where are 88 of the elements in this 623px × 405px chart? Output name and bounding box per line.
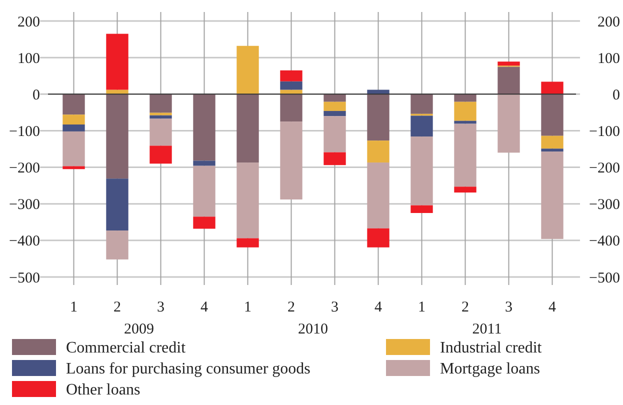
bar (410, 205, 433, 213)
bar (62, 131, 85, 166)
bar (236, 46, 259, 94)
x-tick-label: 2 (462, 299, 469, 316)
bar (106, 230, 128, 260)
y2-tick-label: −400 (589, 234, 620, 250)
bar (106, 34, 128, 90)
bar (324, 94, 346, 102)
x-tick-label: 1 (70, 299, 78, 316)
bar (193, 216, 216, 229)
bar (62, 166, 85, 170)
bar (541, 148, 564, 152)
bar (150, 118, 172, 146)
bar (410, 116, 433, 137)
bar (106, 94, 128, 179)
x-tick-label: 3 (331, 299, 338, 316)
y-tick-label: −200 (9, 160, 40, 177)
bar (541, 136, 564, 149)
bar (280, 81, 302, 90)
bar (454, 186, 476, 193)
x-tick-label: 4 (548, 299, 556, 316)
bar (324, 116, 346, 152)
bar (150, 146, 172, 164)
y2-tick-label: 200 (598, 14, 620, 30)
bar (150, 112, 172, 116)
bar (498, 62, 520, 66)
bar (454, 94, 476, 102)
bar (324, 102, 346, 111)
bar (324, 110, 346, 116)
legend-label: Loans for purchasing consumer goods (66, 360, 310, 378)
bar (367, 228, 390, 248)
y-tick-label: −400 (9, 234, 40, 250)
bar (280, 94, 302, 122)
bar (62, 94, 85, 115)
bar (454, 102, 476, 121)
y-tick-label: 0 (32, 87, 40, 104)
bar (367, 94, 390, 141)
bar (193, 160, 216, 166)
bar (193, 166, 216, 217)
bar (541, 82, 564, 94)
y-tick-label: 100 (18, 50, 40, 67)
x-tick-label: 1 (244, 299, 252, 316)
bar (280, 70, 302, 82)
y-tick-label: −100 (9, 124, 40, 140)
y2-tick-label: 100 (598, 50, 620, 67)
bar (541, 152, 564, 239)
y2-tick-label: −300 (589, 197, 620, 214)
bar (410, 94, 433, 114)
legend-label: Mortgage loans (440, 360, 540, 378)
bar (367, 162, 390, 228)
x-tick-label: 3 (157, 299, 164, 316)
legend-label: Industrial credit (440, 340, 542, 357)
bar (454, 120, 476, 124)
x-tick-label: 2 (114, 299, 121, 316)
bar (236, 162, 259, 238)
x-tick-label: 1 (418, 299, 426, 316)
bar (106, 178, 128, 231)
bar (150, 115, 172, 119)
bar (193, 94, 216, 161)
x-tick-label: 4 (200, 299, 208, 316)
bar (454, 124, 476, 187)
legend-label: Commercial credit (66, 340, 186, 357)
y2-tick-label: −500 (589, 270, 620, 286)
x-tick-label: 3 (505, 299, 512, 316)
y-tick-label: 200 (18, 14, 40, 30)
x-tick-label: 2 (288, 299, 295, 316)
bar (498, 66, 520, 94)
text: 2009 (124, 321, 154, 338)
legend-label: Other loans (66, 382, 140, 399)
bar (62, 124, 85, 132)
x-tick-label: 4 (374, 299, 382, 316)
y2-tick-label: 0 (612, 87, 620, 104)
bar (236, 238, 259, 248)
bar (62, 114, 85, 124)
text: 2011 (472, 321, 502, 338)
y2-tick-label: −200 (589, 160, 620, 177)
bar (324, 152, 346, 166)
y-tick-label: −300 (9, 197, 40, 214)
y-tick-label: −500 (9, 270, 40, 286)
bar (367, 140, 390, 163)
bar (150, 94, 172, 113)
bar (236, 94, 259, 163)
bar (498, 94, 520, 153)
bar (410, 136, 433, 206)
text: 2010 (298, 321, 328, 338)
bar (541, 94, 564, 136)
bar (280, 122, 302, 200)
y2-tick-label: −100 (589, 124, 620, 140)
